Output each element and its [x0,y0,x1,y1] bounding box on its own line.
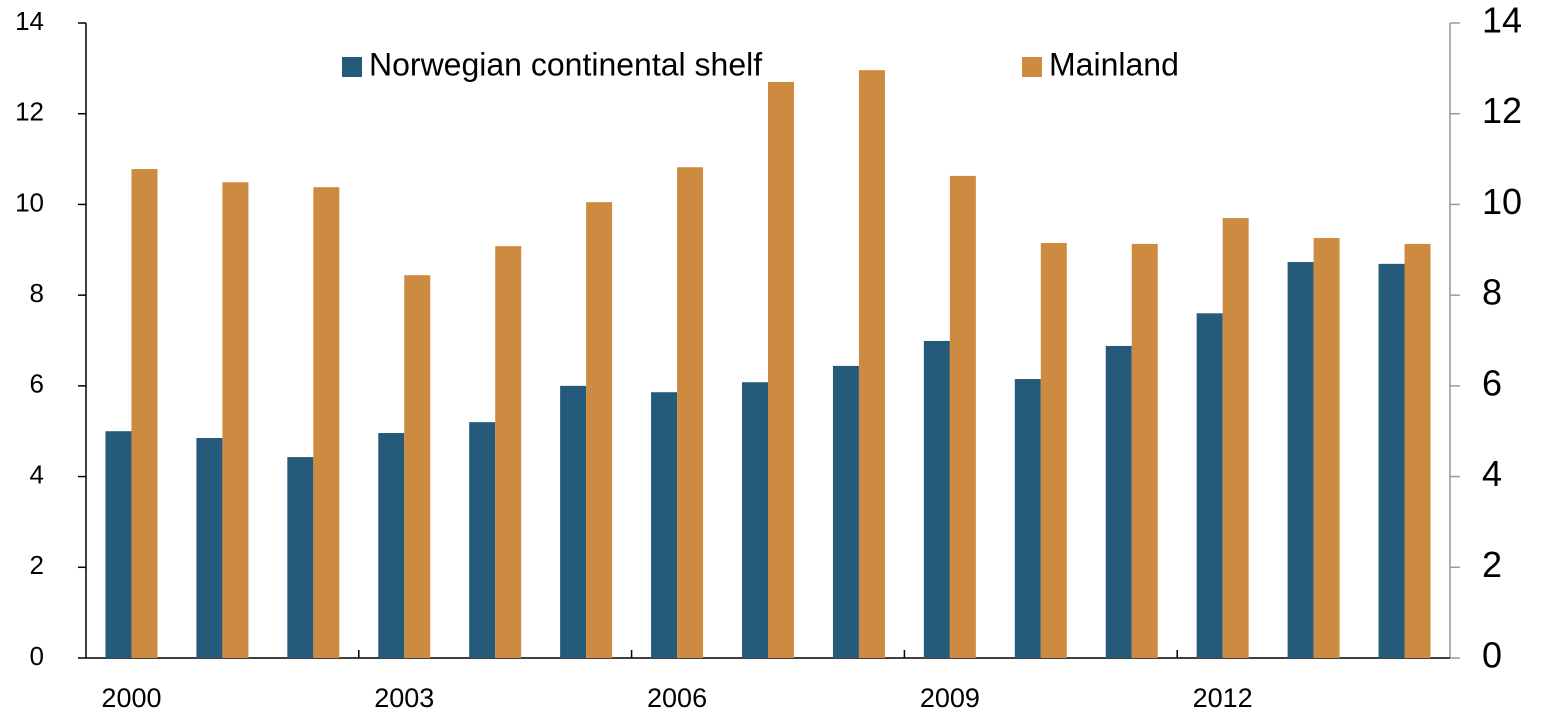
y2-tick-label: 6 [1482,362,1502,403]
bar [105,431,132,658]
bar [832,365,859,658]
y-tick-label: 10 [15,187,44,217]
bar [287,457,314,658]
bar [1014,379,1041,658]
bar [1404,243,1431,658]
bar [949,175,976,658]
y2-tick-label: 4 [1482,453,1502,494]
y-tick-label: 4 [30,459,44,489]
bar [1040,242,1067,658]
y-tick-label: 8 [30,278,44,308]
bar [768,81,794,658]
y-tick-label: 14 [15,6,44,36]
y-tick-label: 12 [15,97,44,127]
legend-swatch [342,57,362,77]
x-tick-label: 2000 [101,683,161,713]
bar [495,246,522,658]
bar [1378,263,1405,658]
bar [1196,313,1223,658]
y-tick-label: 0 [30,641,44,671]
bar [1313,237,1340,658]
y2-tick-label: 8 [1482,272,1502,313]
bar [923,340,950,658]
legend-label: Norwegian continental shelf [369,46,762,82]
x-tick-label: 2003 [374,683,434,713]
bar [404,275,431,658]
bar [858,70,885,658]
legend-swatch [1022,57,1042,77]
y2-tick-label: 0 [1482,635,1502,676]
y2-tick-label: 14 [1482,0,1522,41]
y2-tick-label: 12 [1482,90,1522,131]
y2-tick-label: 10 [1482,181,1522,222]
bar [469,422,496,658]
bar [222,182,249,659]
bar [1222,218,1249,659]
x-tick-label: 2009 [920,683,980,713]
bar [1287,262,1314,658]
legend-label: Mainland [1049,46,1179,82]
bar [586,202,613,659]
y2-tick-label: 2 [1482,544,1502,585]
bar [378,433,405,658]
x-tick-label: 2006 [647,683,707,713]
bar [560,385,587,658]
x-tick-label: 2012 [1193,683,1253,713]
bar [1131,243,1158,658]
bar [196,438,223,658]
bar [1105,345,1132,658]
bar [651,392,678,658]
bar [677,167,704,658]
y-tick-label: 2 [30,550,44,580]
y-tick-label: 6 [30,369,44,399]
bar [313,187,340,658]
bar [742,382,768,658]
bar [131,169,158,659]
